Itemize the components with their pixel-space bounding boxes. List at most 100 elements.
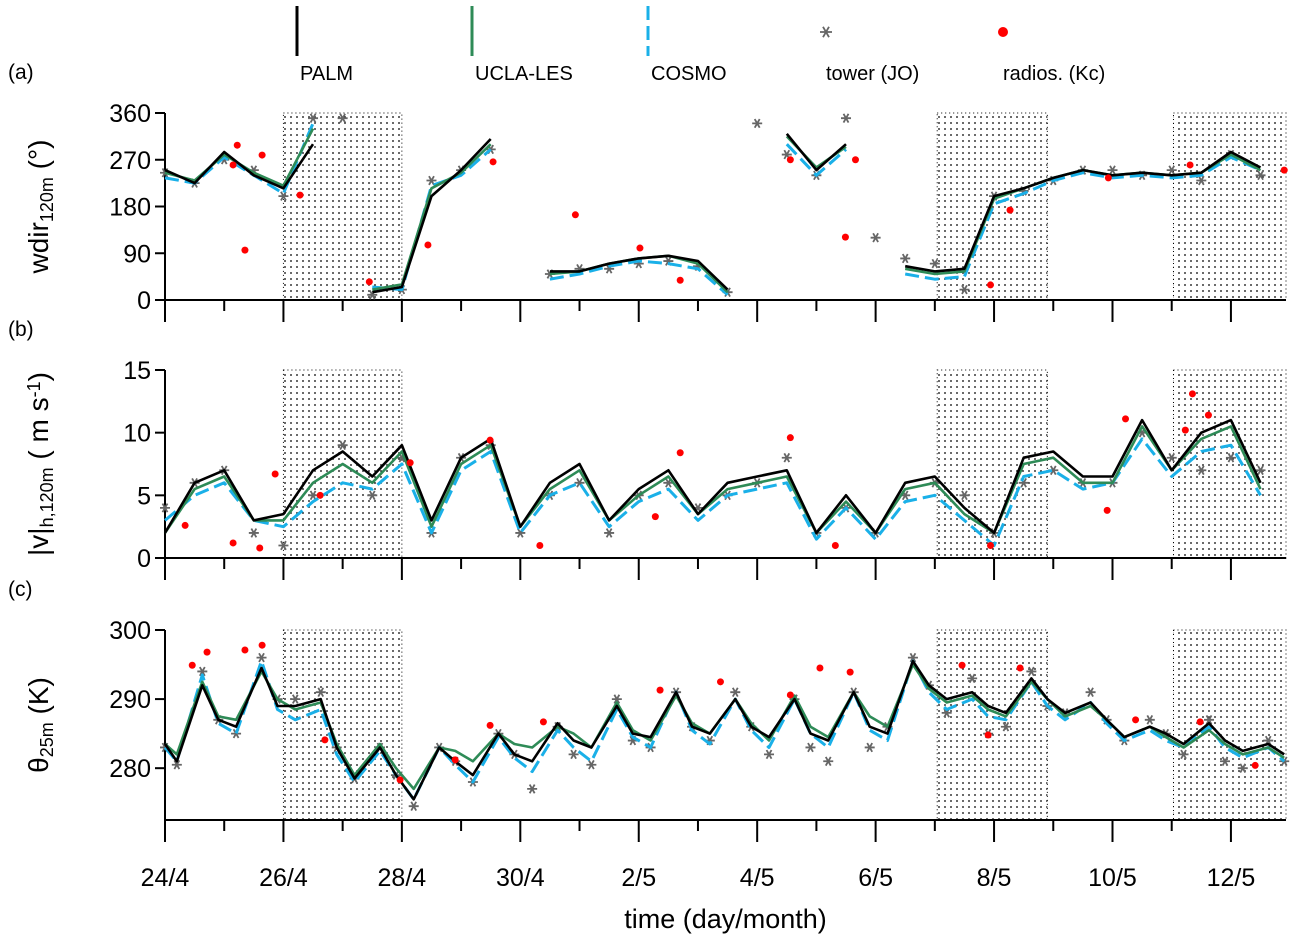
y-tick-label: 180 (109, 194, 151, 222)
tower-point (1225, 452, 1236, 463)
radiosonde-point (816, 664, 824, 672)
y-label-part: |v| (23, 527, 54, 556)
radiosonde-point (636, 244, 644, 252)
radiosonde-point (1103, 506, 1111, 514)
y-label: θ25m (K) (23, 677, 57, 773)
tower-point (568, 749, 579, 760)
tower-point (1166, 165, 1177, 175)
tower-point (308, 113, 319, 123)
shaded-period (1172, 112, 1287, 301)
panel-label: (c) (8, 578, 33, 601)
radiosonde-point (489, 158, 497, 166)
tower-point (256, 652, 267, 663)
tower-point (278, 540, 289, 551)
radiosonde-point (539, 718, 547, 726)
tower-point (907, 652, 918, 663)
radiosonde-point (321, 736, 329, 744)
tower-point (841, 113, 852, 123)
x-tick-label: 26/4 (259, 864, 308, 892)
x-label: time (day/month) (624, 904, 827, 934)
shaded-period (1172, 369, 1287, 559)
tower-point (1026, 666, 1037, 677)
y-tick-label: 5 (137, 482, 151, 510)
y-label-part: (°) (23, 140, 54, 178)
radiosonde-point (424, 241, 432, 249)
radiosonde-point (241, 246, 249, 254)
radiosonde-point (451, 756, 459, 764)
y-label-part: (K) (23, 677, 54, 722)
legend-marker (998, 27, 1008, 37)
tower-point (967, 673, 978, 684)
shaded-period (282, 112, 403, 301)
panel-label: (b) (8, 318, 34, 341)
tower-point (337, 440, 348, 450)
radiosonde-point (258, 151, 266, 159)
tower-point (315, 687, 326, 697)
radiosonde-point (486, 721, 494, 729)
tower-point (959, 284, 970, 295)
tower-point (1178, 749, 1189, 760)
radiosonde-point (984, 731, 992, 739)
legend-label: UCLA-LES (475, 63, 573, 85)
radiosonde-point (841, 233, 849, 241)
radiosonde-point (851, 156, 859, 164)
radiosonde-point (229, 539, 237, 547)
tower-point (805, 742, 816, 753)
tower-point (1000, 721, 1011, 732)
radiosonde-point (365, 278, 373, 286)
y-tick-label: 270 (109, 147, 151, 175)
y-label-part: -1 (24, 381, 44, 397)
tower-point (1085, 687, 1096, 697)
radiosonde-point (258, 641, 266, 649)
y-label-part: ( m s (23, 397, 54, 467)
y-label: wdir120m (°) (23, 140, 57, 275)
tower-point (730, 687, 741, 697)
radiosonde-point (1280, 166, 1288, 174)
panel: 0 90 180 270 360 (a) wdir120m (°) (8, 61, 1288, 322)
tower-point (1237, 763, 1248, 773)
legend-label: COSMO (651, 63, 727, 85)
shaded-period (936, 629, 1048, 821)
tower-point (197, 666, 208, 677)
shaded-period (1172, 629, 1287, 821)
tower-point (367, 490, 378, 501)
y-tick-label: 0 (137, 287, 151, 315)
tower-point (1144, 715, 1155, 725)
x-tick-label: 30/4 (496, 864, 545, 892)
radiosonde-point (786, 156, 794, 164)
x-tick-label: 28/4 (378, 864, 427, 892)
radiosonde-point (486, 436, 494, 444)
y-label-part: h,120m (37, 467, 57, 527)
tower-point (864, 742, 875, 753)
tower-point (308, 490, 319, 501)
y-label-part: wdir (23, 222, 54, 274)
radiosonde-point (1204, 411, 1212, 419)
y-tick-label: 0 (137, 545, 151, 573)
radiosonde-point (571, 211, 579, 219)
y-label-part: 120m (37, 177, 57, 222)
y-tick-label: 300 (109, 617, 151, 645)
radiosonde-point (536, 541, 544, 549)
tower-point (870, 232, 881, 243)
tower-point (764, 749, 775, 760)
radiosonde-point (987, 541, 995, 549)
tower-point (1196, 175, 1207, 186)
tower-point (959, 490, 970, 501)
radiosonde-point (1132, 716, 1140, 724)
radiosonde-point (256, 544, 264, 552)
tower-point (1196, 465, 1207, 476)
radiosonde-point (786, 691, 794, 699)
y-tick-label: 10 (123, 420, 151, 448)
radiosonde-point (188, 661, 196, 669)
tower-point (1107, 165, 1118, 175)
tower-point (1166, 452, 1177, 463)
tower-point (1204, 715, 1215, 725)
y-label-part: ) (23, 372, 54, 381)
x-tick-label: 6/5 (858, 864, 893, 892)
panel: 280 290 300 24/4 26/4 28/4 30/4 2/5 4/5 6/5 8/5 10/… (8, 578, 1290, 934)
radiosonde-point (203, 648, 211, 656)
y-tick-label: 280 (109, 755, 151, 783)
radiosonde-point (846, 668, 854, 676)
radiosonde-point (676, 276, 684, 284)
